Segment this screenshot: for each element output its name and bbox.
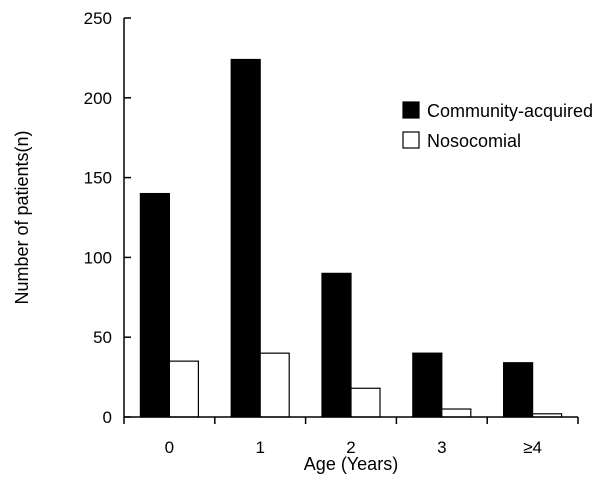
x-tick-label-3: 3 (437, 438, 446, 457)
y-axis-title: Number of patients(n) (12, 130, 32, 304)
y-tick-label-250: 250 (84, 9, 112, 28)
x-axis-title: Age (Years) (304, 454, 398, 474)
legend-label-community-acquired: Community-acquired (427, 101, 593, 121)
y-tick-label-200: 200 (84, 89, 112, 108)
bar-community-acquired-4 (503, 362, 534, 418)
bar-nosocomial-0 (168, 360, 199, 418)
x-tick-label-1: 1 (255, 438, 264, 457)
bar-community-acquired-2 (321, 272, 352, 418)
bars-group (139, 58, 563, 418)
y-tick-label-150: 150 (84, 169, 112, 188)
bar-community-acquired-1 (230, 58, 261, 418)
y-tick-label-100: 100 (84, 248, 112, 267)
x-ticks-group: 0 1 2 3 ≥4 (123, 417, 579, 457)
x-tick-label-2: 2 (346, 438, 355, 457)
bar-nosocomial-1 (259, 352, 290, 418)
y-tick-label-50: 50 (93, 328, 112, 347)
x-tick-label-0: 0 (165, 438, 174, 457)
bar-nosocomial-2 (350, 387, 381, 418)
axes-group (123, 18, 578, 418)
bar-community-acquired-0 (139, 192, 170, 418)
legend-label-nosocomial: Nosocomial (427, 131, 521, 151)
legend-swatch-nosocomial (402, 131, 420, 149)
y-ticks-group: 0 50 100 150 200 250 (84, 9, 131, 427)
legend-swatch-community-acquired (402, 101, 420, 119)
x-tick-label-4: ≥4 (523, 438, 542, 457)
y-tick-label-0: 0 (103, 408, 112, 427)
legend: Community-acquired Nosocomial (402, 101, 593, 151)
bar-nosocomial-3 (441, 408, 472, 418)
bar-community-acquired-3 (412, 352, 443, 418)
